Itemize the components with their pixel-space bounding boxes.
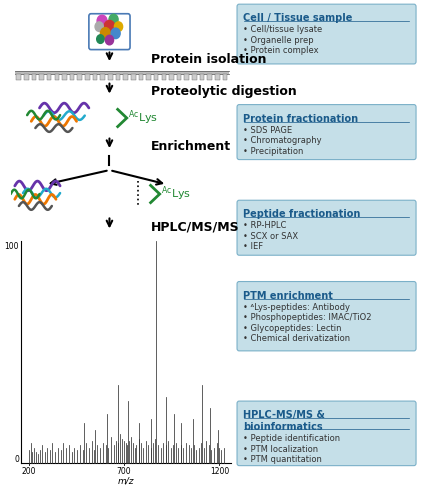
Bar xyxy=(70,75,74,81)
Text: 1200: 1200 xyxy=(210,466,229,475)
Text: PTM enrichment: PTM enrichment xyxy=(243,290,333,300)
Bar xyxy=(223,75,227,81)
Bar xyxy=(215,75,220,81)
Bar xyxy=(108,75,113,81)
Circle shape xyxy=(95,23,103,32)
Bar xyxy=(85,75,90,81)
Text: HPLC-MS/MS &
bioinformatics: HPLC-MS/MS & bioinformatics xyxy=(243,409,325,431)
Bar xyxy=(200,75,204,81)
Text: Protein fractionation: Protein fractionation xyxy=(243,114,358,123)
Bar xyxy=(154,75,159,81)
Text: • RP-HPLC: • RP-HPLC xyxy=(243,221,286,230)
FancyBboxPatch shape xyxy=(237,201,416,256)
Bar xyxy=(47,75,51,81)
FancyBboxPatch shape xyxy=(237,401,416,466)
Bar xyxy=(15,72,229,75)
Text: • Organelle prep: • Organelle prep xyxy=(243,36,314,45)
Bar xyxy=(162,75,166,81)
Text: • SCX or SAX: • SCX or SAX xyxy=(243,231,298,241)
FancyBboxPatch shape xyxy=(237,5,416,65)
Circle shape xyxy=(111,29,120,40)
Text: 200: 200 xyxy=(21,466,36,475)
Text: • Precipitation: • Precipitation xyxy=(243,146,303,155)
Text: • IEF: • IEF xyxy=(243,242,264,251)
Circle shape xyxy=(105,36,113,46)
Bar xyxy=(131,75,136,81)
Circle shape xyxy=(100,28,110,40)
Bar xyxy=(169,75,174,81)
Text: • Chromatography: • Chromatography xyxy=(243,136,322,145)
Text: Peptide fractionation: Peptide fractionation xyxy=(243,209,360,219)
FancyBboxPatch shape xyxy=(237,282,416,351)
FancyBboxPatch shape xyxy=(237,105,416,160)
Bar xyxy=(123,75,128,81)
Bar xyxy=(177,75,181,81)
Bar xyxy=(116,75,120,81)
Text: • Chemical derivatization: • Chemical derivatization xyxy=(243,333,350,343)
FancyBboxPatch shape xyxy=(89,15,130,50)
Text: • SDS PAGE: • SDS PAGE xyxy=(243,125,292,134)
Text: 700: 700 xyxy=(117,466,131,475)
Bar xyxy=(93,75,97,81)
Bar xyxy=(207,75,212,81)
Bar xyxy=(184,75,189,81)
Text: • Cell/tissue lysate: • Cell/tissue lysate xyxy=(243,25,323,34)
Bar xyxy=(192,75,197,81)
Text: $^{\mathsf{Ac}}$Lys: $^{\mathsf{Ac}}$Lys xyxy=(128,108,158,127)
Text: 0: 0 xyxy=(14,454,19,463)
Bar xyxy=(16,75,21,81)
Circle shape xyxy=(97,36,104,44)
Bar xyxy=(39,75,44,81)
Text: Cell / Tissue sample: Cell / Tissue sample xyxy=(243,13,353,23)
Text: Protein isolation: Protein isolation xyxy=(150,53,266,65)
Text: m/z: m/z xyxy=(118,475,134,484)
Text: • PTM quantitation: • PTM quantitation xyxy=(243,454,322,463)
Bar xyxy=(139,75,143,81)
Text: • ᴬLys-peptides: Antibody: • ᴬLys-peptides: Antibody xyxy=(243,302,350,311)
Bar xyxy=(31,75,36,81)
Text: • Protein complex: • Protein complex xyxy=(243,46,319,55)
Bar xyxy=(77,75,82,81)
Bar xyxy=(100,75,105,81)
Text: HPLC/MS/MS: HPLC/MS/MS xyxy=(150,220,239,233)
Text: • Phosphopeptides: IMAC/TiO2: • Phosphopeptides: IMAC/TiO2 xyxy=(243,312,372,322)
Bar xyxy=(24,75,28,81)
Circle shape xyxy=(109,15,118,26)
Bar xyxy=(146,75,151,81)
Text: • Glycopeptides: Lectin: • Glycopeptides: Lectin xyxy=(243,323,342,332)
Bar xyxy=(62,75,67,81)
Text: • PTM localization: • PTM localization xyxy=(243,444,318,453)
Bar xyxy=(54,75,59,81)
Circle shape xyxy=(104,21,115,34)
Circle shape xyxy=(97,16,107,28)
Text: 100: 100 xyxy=(4,242,19,250)
Text: Proteolytic digestion: Proteolytic digestion xyxy=(150,84,296,98)
Text: Enrichment: Enrichment xyxy=(150,140,231,152)
Text: $^{\mathsf{Ac}}$Lys: $^{\mathsf{Ac}}$Lys xyxy=(161,184,191,203)
Circle shape xyxy=(114,23,123,32)
Text: • Peptide identification: • Peptide identification xyxy=(243,433,340,442)
